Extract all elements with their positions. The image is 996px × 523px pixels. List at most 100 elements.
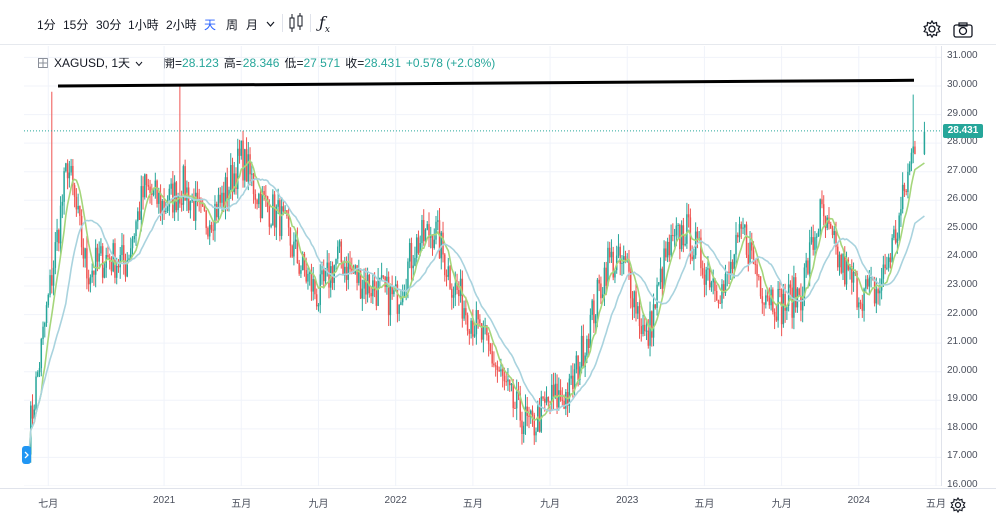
- candle-body: [235, 173, 237, 189]
- candle-body: [189, 201, 192, 211]
- candle-body: [484, 325, 486, 327]
- candle-body: [470, 320, 472, 334]
- open-value: 開=28.123: [163, 56, 219, 70]
- candle-body: [461, 278, 464, 319]
- camera-icon[interactable]: [953, 22, 973, 38]
- candle-body: [751, 242, 753, 251]
- chevron-down-icon[interactable]: [266, 21, 275, 27]
- candle-body: [222, 192, 225, 207]
- candle-body: [686, 214, 688, 244]
- candle-body: [294, 239, 297, 242]
- candle-body: [79, 205, 81, 216]
- candle-body: [310, 272, 313, 292]
- candle-body: [52, 267, 55, 286]
- interval-2h[interactable]: 2小時: [166, 18, 197, 32]
- low-label: 低=: [284, 56, 304, 70]
- candle-body: [163, 200, 165, 212]
- interval-1m[interactable]: 1分: [37, 18, 56, 32]
- candle-body: [289, 227, 292, 246]
- time-tick-label: 五月: [231, 499, 252, 510]
- candle-body: [86, 248, 88, 279]
- candles-icon[interactable]: [288, 13, 304, 33]
- candle-body: [733, 254, 735, 269]
- fx-icon[interactable]: ƒx: [319, 13, 330, 36]
- candle-body: [201, 204, 204, 207]
- candle-body: [184, 166, 186, 201]
- candle-body: [479, 319, 481, 324]
- candle-body: [500, 369, 502, 372]
- candle-body: [552, 384, 555, 397]
- candle-body: [38, 368, 41, 373]
- candle-body: [644, 324, 646, 332]
- candle-body: [868, 277, 871, 287]
- candle-body: [298, 263, 300, 274]
- candle-body: [903, 184, 906, 191]
- candle-body: [900, 209, 902, 216]
- symbol-label[interactable]: XAGUSD, 1天: [54, 56, 131, 70]
- candle-body: [291, 245, 293, 257]
- candle-body: [117, 265, 120, 268]
- candle-body: [782, 293, 785, 325]
- candle-body: [658, 282, 660, 285]
- candle-body: [584, 355, 586, 367]
- interval-15m[interactable]: 15分: [63, 18, 89, 32]
- price-axis[interactable]: 31.000 30.000 29.000 28.000 27.000 26.000 25.0…: [941, 46, 996, 490]
- price-tick-label: 23.000: [947, 279, 978, 290]
- scroll-handle[interactable]: [22, 446, 31, 464]
- gear-icon[interactable]: [923, 20, 941, 38]
- candle-body: [265, 195, 267, 197]
- interval-1mo[interactable]: 月: [246, 18, 259, 32]
- candle-body: [207, 227, 209, 237]
- candle-body: [638, 306, 641, 327]
- candle-body: [431, 235, 434, 248]
- candle-body: [56, 230, 58, 243]
- candle-body: [45, 305, 48, 323]
- candle-body: [865, 279, 867, 289]
- candle-body: [249, 154, 251, 175]
- candle-body: [894, 229, 897, 243]
- interval-30m[interactable]: 30分: [96, 18, 122, 32]
- high-number: 28.346: [242, 56, 280, 70]
- candle-body: [568, 378, 571, 406]
- chevron-down-icon[interactable]: [135, 61, 143, 67]
- candle-body: [577, 355, 579, 381]
- price-chart[interactable]: [24, 46, 941, 486]
- time-axis[interactable]: 七月 2021 五月 九月 2022 五月 九月 2023 五月 九月 2024 五月: [0, 488, 996, 523]
- candle-body: [33, 409, 36, 419]
- time-tick-label: 七月: [38, 499, 59, 510]
- gear-icon[interactable]: [950, 497, 966, 513]
- candle-body: [70, 165, 72, 173]
- interval-1h[interactable]: 1小時: [128, 18, 159, 32]
- candle-body: [419, 243, 421, 254]
- candle-body: [261, 191, 264, 219]
- interval-1d[interactable]: 天: [204, 18, 217, 32]
- candle-body: [361, 288, 364, 299]
- candle-body: [752, 250, 755, 265]
- candle-body: [66, 163, 69, 179]
- price-tick-label: 19.000: [947, 393, 978, 405]
- candle-body: [442, 232, 444, 255]
- candle-body: [373, 280, 376, 291]
- candle-body: [652, 304, 655, 338]
- candle-body: [82, 247, 85, 259]
- candle-body: [700, 237, 702, 269]
- candle-body: [812, 237, 814, 250]
- candle-body: [277, 200, 279, 207]
- candle-body: [40, 339, 43, 369]
- candle-body: [598, 279, 600, 284]
- candle-body: [256, 199, 258, 205]
- candle-body: [259, 193, 262, 219]
- candle-body: [244, 149, 246, 181]
- candle-body: [344, 266, 346, 276]
- candle-body: [242, 140, 244, 181]
- grid-icon[interactable]: [38, 58, 48, 68]
- candle-body: [300, 270, 302, 274]
- candle-body: [489, 344, 492, 352]
- candle-body: [749, 242, 751, 264]
- candle-body: [777, 288, 779, 321]
- interval-1w[interactable]: 周: [226, 18, 239, 32]
- candle-body: [438, 220, 441, 259]
- candle-body: [273, 194, 276, 228]
- candle-body: [279, 200, 281, 236]
- candle-body: [784, 293, 786, 311]
